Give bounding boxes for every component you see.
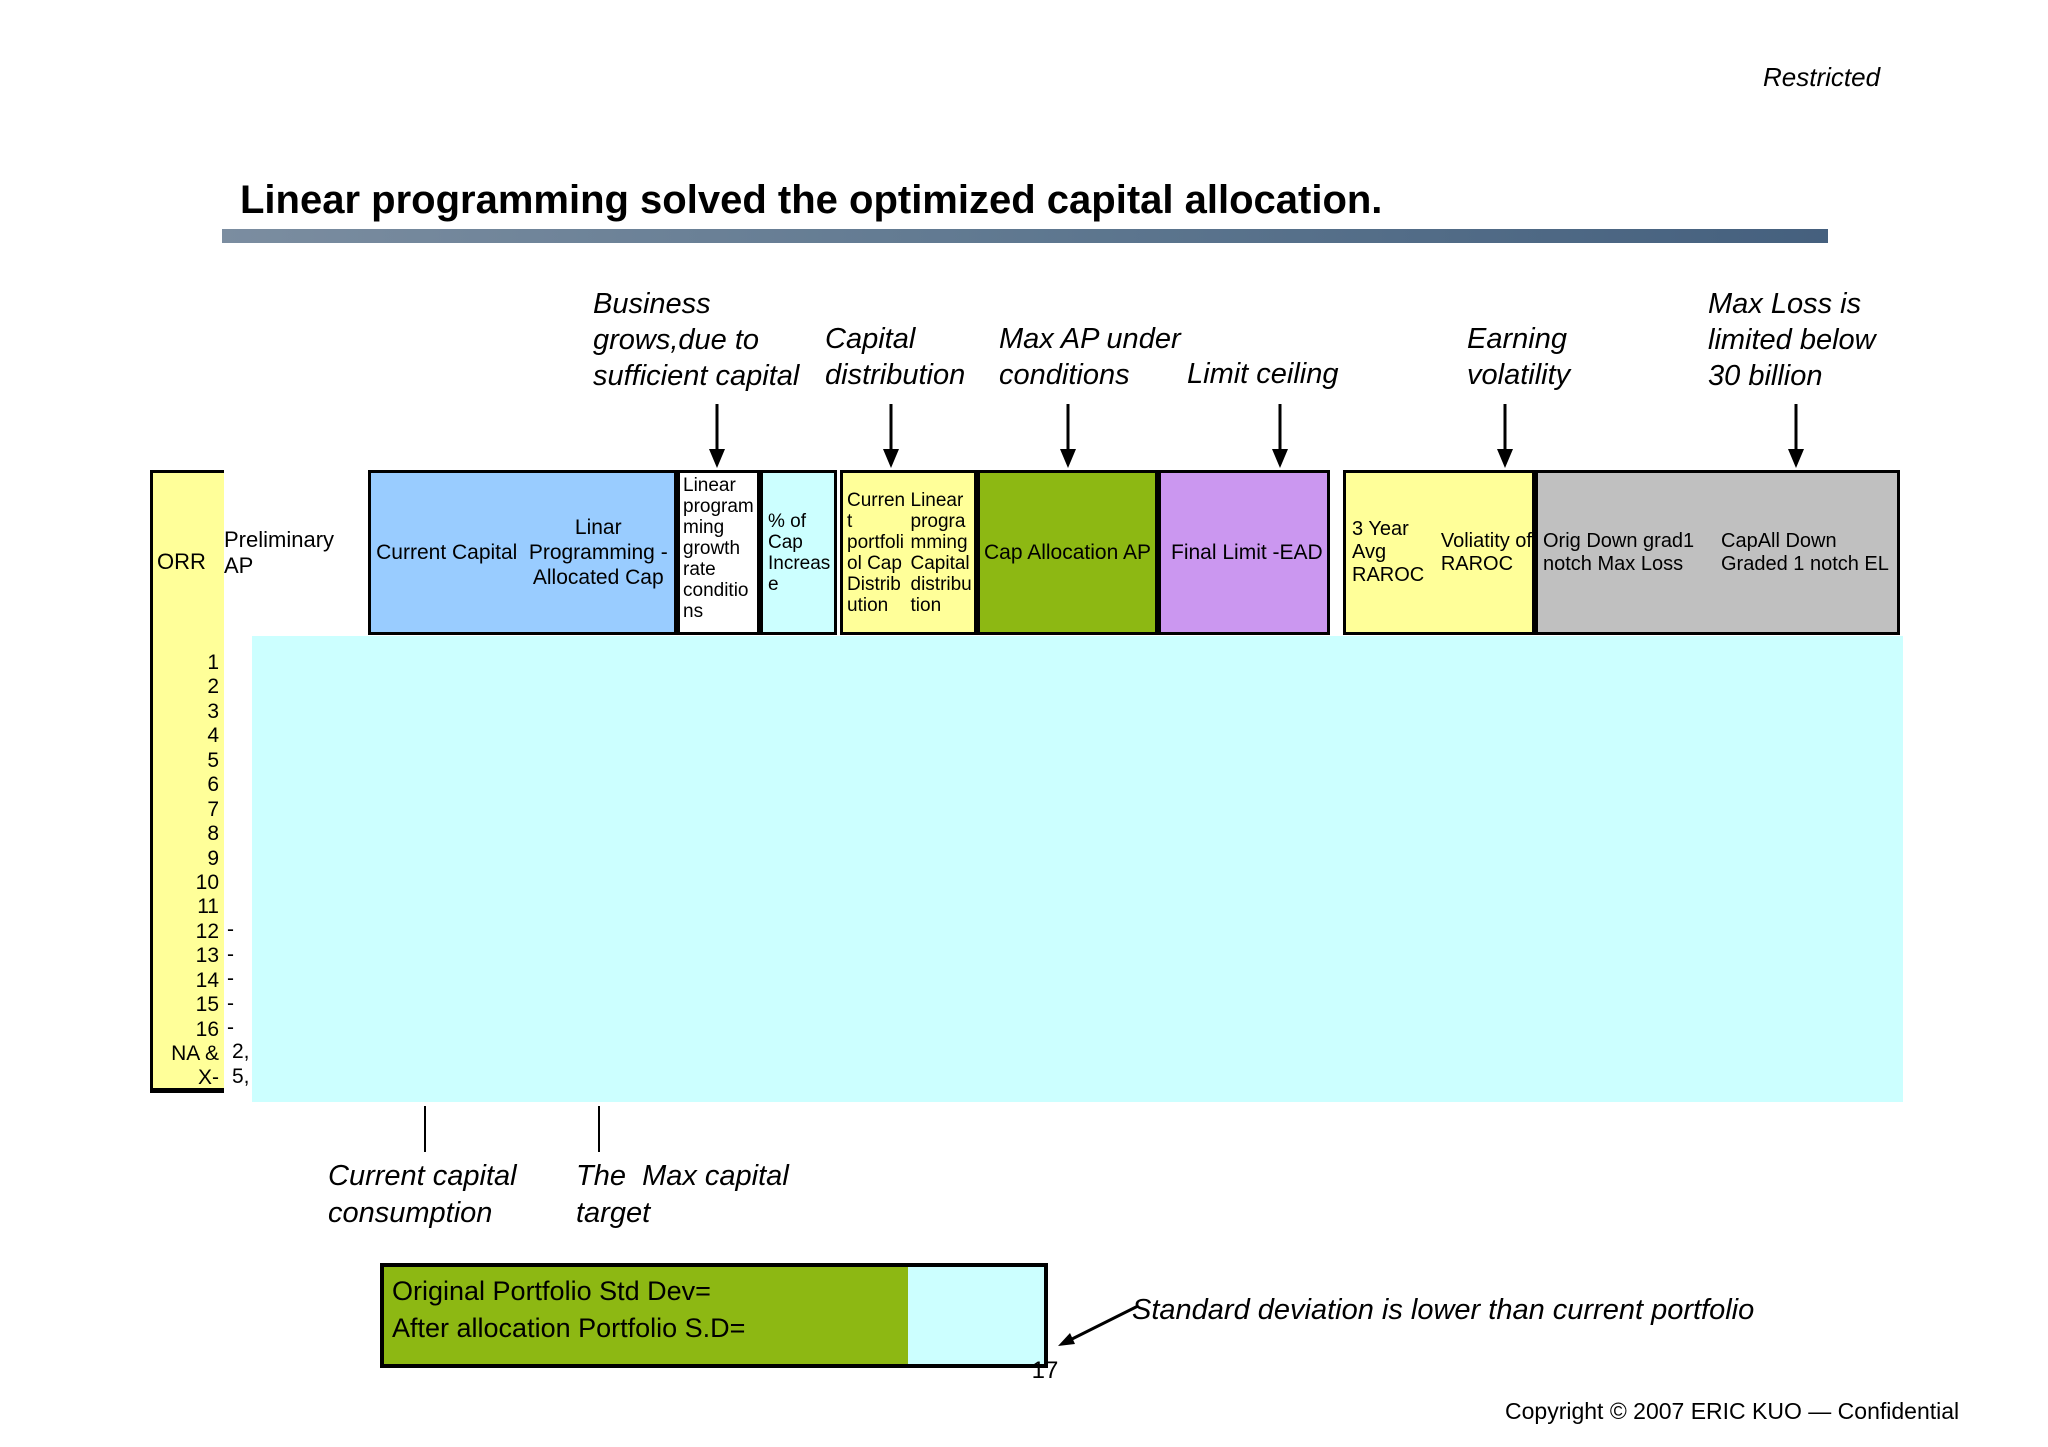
preliminary-ap-header: Preliminary AP [224,526,335,578]
table-row: 3 [207,699,219,723]
std-dev-line1: Original Portfolio Std Dev= [392,1276,711,1306]
down-arrow-icon [1272,404,1288,468]
pointer-tick-line [424,1106,426,1152]
table-row: NA & X- [171,1042,219,1090]
table-row: 1 [207,651,219,674]
callout-earning-volatility: Earning volatility [1467,323,1571,391]
current-capital-header: Current Capital [376,540,518,564]
std-dev-line2: After allocation Portfolio S.D= [392,1313,746,1343]
orr-column: ORR 1 2 3 4 5 6 7 8 9 10 11 12 13 14 15 … [150,470,224,1093]
orig-down-max-loss-header: Orig Down grad1 notch Max Loss [1543,529,1695,575]
callout-max-loss: Max Loss is limited below 30 billion [1708,288,1876,392]
table-row: 6 [207,773,219,797]
linear-programming-allocated-cap-header: Linar Programming - Allocated Cap [528,516,668,589]
std-dev-note: Standard deviation is lower than current… [1132,1294,1755,1326]
callout-capital-distribution: Capital distribution [825,323,966,391]
partial-value: 2, [232,1040,250,1063]
pointer-tick-line [598,1106,600,1152]
restricted-label: Restricted [1763,62,1881,92]
lp-capital-distribution-header: Linear progra mming Capital distribu tio… [910,489,972,616]
redacted-data-area [252,636,1903,1102]
final-limit-ead-cell: Final Limit -EAD [1158,470,1330,635]
callout-business-grows: Business grows,due to sufficient capital [593,288,800,392]
table-row: 8 [207,822,219,846]
copyright-text: Copyright © 2007 ERIC KUO — Confidential [1505,1398,1960,1424]
table-row: 15 [195,993,219,1017]
capital-distribution-cell: Curren t portfoli ol Cap Distrib ution L… [840,470,977,635]
current-portfolio-cap-distribution-header: Curren t portfoli ol Cap Distrib ution [847,489,906,616]
table-row: 11 [197,895,219,919]
table-row: 9 [207,846,219,870]
page-number: 17 [1031,1357,1059,1384]
table-row: 5 [207,748,219,772]
down-arrow-icon [1788,404,1804,468]
three-year-avg-raroc-header: 3 Year Avg RAROC [1352,518,1425,586]
row-dash: - [227,1016,234,1039]
table-row: 13 [195,944,219,968]
std-dev-labels: Original Portfolio Std Dev= After allocat… [384,1267,908,1364]
std-dev-values-redacted [908,1267,1044,1364]
callout-max-ap: Max AP under conditions [999,323,1181,391]
row-dash: - [227,992,234,1015]
downgrade-cell: Orig Down grad1 notch Max Loss CapAll Do… [1535,470,1900,635]
capall-down-el-header: CapAll Down Graded 1 notch EL [1721,529,1889,575]
down-arrow-icon [1497,404,1513,468]
partial-value: 5, [232,1065,250,1088]
callout-current-capital-consumption: Current capital consumption [328,1160,517,1229]
down-arrow-icon [709,404,725,468]
volatility-of-raroc-header: Voliatity of RAROC [1440,529,1532,575]
table-row: 4 [207,724,219,748]
table-row: 7 [207,797,219,821]
current-capital-cell: Current Capital Linar Programming - Allo… [368,470,677,635]
orr-row-labels: 1 2 3 4 5 6 7 8 9 10 11 12 13 14 15 16 N… [153,651,219,1090]
down-arrow-icon [1060,404,1076,468]
callout-max-capital-target: The Max capital target [576,1160,789,1229]
orr-header: ORR [157,549,206,574]
std-dev-box: Original Portfolio Std Dev= After allocat… [380,1263,1048,1368]
table-row: 12 [195,919,219,943]
pct-cap-increase-cell: % of Cap Increas e [760,470,837,635]
page-title: Linear programming solved the optimized … [240,178,1383,222]
title-underline-bar [222,229,1828,243]
row-dash: - [227,967,234,990]
pointer-arrow-icon [1058,1304,1139,1346]
raroc-cell: 3 Year Avg RAROC Voliatity of RAROC [1343,470,1535,635]
table-row: 2 [207,675,219,699]
callout-limit-ceiling: Limit ceiling [1187,358,1339,390]
down-arrow-icon [883,404,899,468]
table-row: 16 [195,1017,219,1041]
cap-allocation-ap-cell: Cap Allocation AP [977,470,1158,635]
row-dash: - [227,943,234,966]
lp-growth-conditions-cell: Linear program ming growth rate conditio… [677,470,760,635]
table-row: 14 [195,968,219,992]
row-dash: - [227,918,234,941]
table-row: 10 [195,870,219,894]
